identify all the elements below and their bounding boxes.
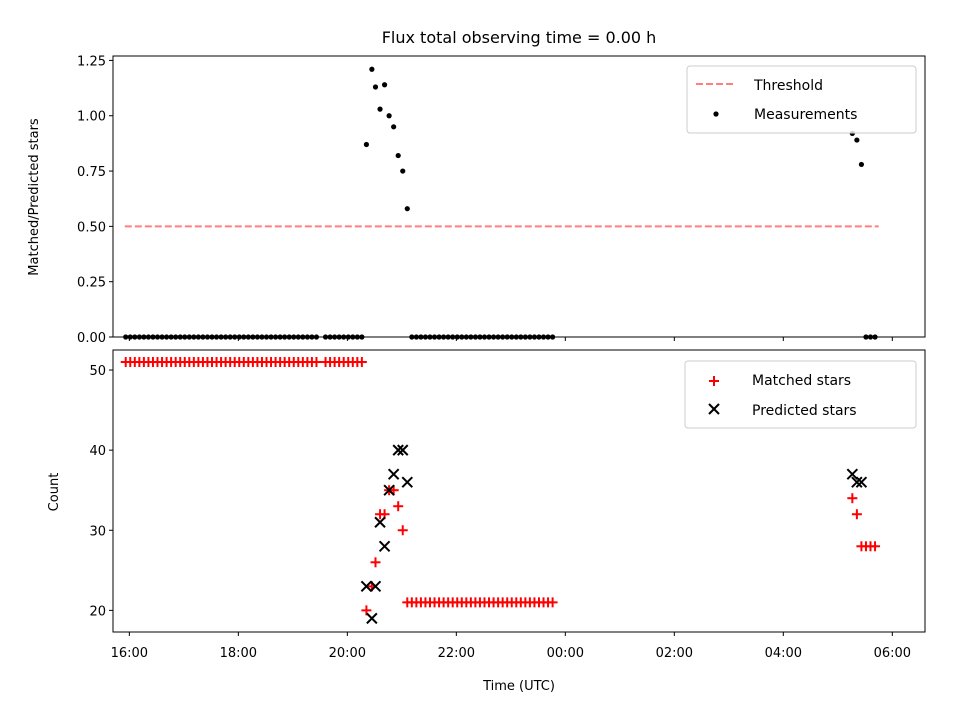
bottom-axes-frame xyxy=(112,349,926,633)
bottom-legend-box xyxy=(684,360,917,429)
legend-measurements-swatch xyxy=(713,111,719,117)
predicted-star-point xyxy=(851,476,863,488)
predicted-star-point xyxy=(383,484,395,496)
legend-measurements-label: Measurements xyxy=(754,107,857,123)
top-legend: Threshold Measurements xyxy=(686,65,917,134)
predicted-star-point xyxy=(374,516,386,528)
predicted-star-point xyxy=(397,444,409,456)
y-tick-label: 1.00 xyxy=(77,110,106,125)
bottom-panel: 20 30 40 50 16:00 18:00 20:00 22:00 00:00 02:00 0… xyxy=(47,349,926,694)
y-tick-label: 0.50 xyxy=(77,220,106,235)
x-tick-label: 04:00 xyxy=(765,646,802,661)
top-y-axis-label: Matched/Predicted stars xyxy=(27,118,42,276)
x-tick-label: 00:00 xyxy=(547,646,584,661)
y-tick-label: 30 xyxy=(89,524,106,539)
x-tick-label: 18:00 xyxy=(220,646,257,661)
legend-matched-swatch xyxy=(709,376,719,386)
bottom-legend: Matched stars Predicted stars xyxy=(684,360,917,429)
matched-star-point xyxy=(311,357,322,368)
top-panel: 0.00 0.25 0.50 0.75 1.00 1.25 Matched/Predict… xyxy=(27,54,926,346)
measurement-point xyxy=(391,124,397,130)
chart-title: Flux total observing time = 0.00 h xyxy=(382,28,657,47)
y-tick-label: 1.25 xyxy=(77,54,106,69)
y-tick-label: 0.00 xyxy=(77,331,106,346)
matched-star-point xyxy=(847,493,858,504)
matched-star-point xyxy=(393,501,404,512)
bottom-y-axis-label: Count xyxy=(47,473,62,512)
measurement-point xyxy=(400,168,406,174)
measurement-point xyxy=(858,161,865,168)
predicted-star-point xyxy=(378,540,391,552)
measurement-point xyxy=(381,82,388,88)
y-tick-label: 0.25 xyxy=(77,276,106,291)
matched-star-point xyxy=(356,357,367,368)
predicted-star-point xyxy=(846,468,859,480)
top-legend-box xyxy=(686,65,917,134)
x-axis-label: Time (UTC) xyxy=(482,679,555,694)
matched-star-point xyxy=(870,541,881,552)
matched-star-point xyxy=(370,557,381,568)
legend-threshold-label: Threshold xyxy=(753,78,823,94)
top-y-ticks: 0.00 0.25 0.50 0.75 1.00 1.25 xyxy=(77,54,113,346)
measurement-point xyxy=(363,141,370,148)
y-tick-label: 50 xyxy=(89,364,106,379)
x-tick-label: 02:00 xyxy=(656,646,693,661)
predicted-star-point xyxy=(401,476,413,488)
y-tick-label: 40 xyxy=(89,444,106,459)
measurement-point xyxy=(854,137,860,143)
top-x-ticks xyxy=(128,337,893,341)
bottom-x-ticks: 16:00 18:00 20:00 22:00 00:00 02:00 04:00 06:00 xyxy=(111,632,911,661)
measurement-points-layer xyxy=(123,66,878,340)
x-tick-label: 16:00 xyxy=(111,646,148,661)
predicted-star-point xyxy=(369,580,382,593)
matched-star-point xyxy=(547,597,558,608)
y-tick-label: 20 xyxy=(89,604,106,619)
legend-matched-label: Matched stars xyxy=(752,373,851,389)
count-points-layer xyxy=(120,357,881,625)
x-tick-label: 06:00 xyxy=(874,646,911,661)
bottom-y-ticks: 20 30 40 50 xyxy=(89,364,113,619)
measurement-point xyxy=(404,206,410,212)
measurement-point xyxy=(369,66,375,72)
top-axes-frame xyxy=(112,55,926,338)
predicted-star-point xyxy=(855,476,868,488)
matched-star-point xyxy=(397,525,408,536)
predicted-star-point xyxy=(387,468,400,480)
matched-star-point xyxy=(851,509,862,520)
predicted-star-point xyxy=(366,612,378,625)
matched-star-point xyxy=(361,605,372,616)
predicted-star-point xyxy=(392,444,404,456)
x-tick-label: 20:00 xyxy=(329,646,366,661)
measurement-point xyxy=(395,152,401,159)
measurement-point xyxy=(377,106,383,112)
y-tick-label: 0.75 xyxy=(77,165,106,180)
x-tick-label: 22:00 xyxy=(438,646,475,661)
measurement-point xyxy=(372,84,379,90)
predicted-star-point xyxy=(360,580,373,593)
legend-predicted-swatch xyxy=(708,403,720,415)
measurement-point xyxy=(386,113,392,119)
legend-predicted-label: Predicted stars xyxy=(752,403,857,419)
